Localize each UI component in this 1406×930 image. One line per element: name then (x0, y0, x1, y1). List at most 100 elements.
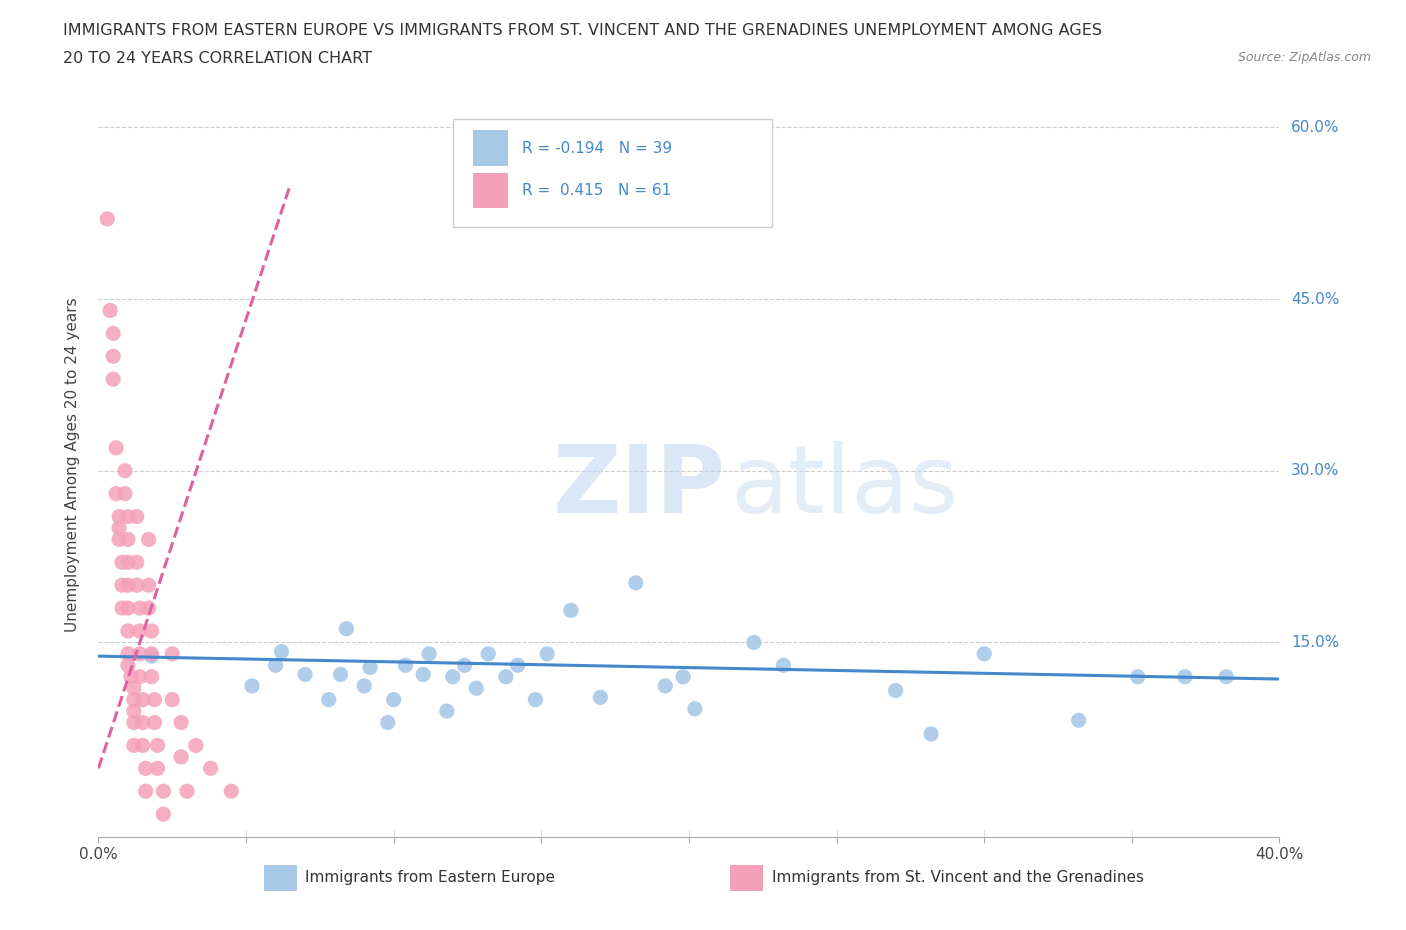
Point (135, 784, 157, 799)
Text: IMMIGRANTS FROM EASTERN EUROPE VS IMMIGRANTS FROM ST. VINCENT AND THE GRENADINES: IMMIGRANTS FROM EASTERN EUROPE VS IMMIGR… (63, 23, 1102, 38)
Point (143, 715, 166, 730)
Point (128, 601, 150, 616)
Point (394, 658, 416, 672)
Point (122, 681, 145, 696)
Point (742, 635, 765, 650)
Point (152, 784, 174, 799)
Text: R =  0.415   N = 61: R = 0.415 N = 61 (523, 183, 672, 198)
Point (128, 646, 150, 661)
Point (117, 623, 139, 638)
Text: Immigrants from St. Vincent and the Grenadines: Immigrants from St. Vincent and the Gren… (772, 870, 1143, 884)
FancyBboxPatch shape (730, 865, 763, 891)
Point (589, 690, 612, 705)
Point (1126, 670, 1149, 684)
Point (294, 667, 316, 682)
Point (141, 649, 163, 664)
Point (1067, 712, 1090, 727)
Point (221, 784, 243, 799)
Point (176, 784, 198, 799)
Point (170, 750, 193, 764)
Point (117, 578, 139, 592)
Point (382, 692, 405, 707)
Text: Immigrants from Eastern Europe: Immigrants from Eastern Europe (305, 870, 555, 884)
Point (506, 658, 529, 672)
Point (495, 670, 517, 684)
Point (170, 715, 193, 730)
FancyBboxPatch shape (472, 173, 508, 208)
Point (111, 578, 134, 592)
Point (117, 532, 139, 547)
Point (920, 726, 942, 741)
Point (418, 646, 440, 661)
Point (138, 601, 160, 616)
Point (477, 646, 499, 661)
Point (162, 692, 183, 707)
Point (200, 761, 222, 776)
Point (973, 646, 995, 661)
Point (359, 660, 381, 675)
Point (125, 555, 148, 570)
Text: R = -0.194   N = 39: R = -0.194 N = 39 (523, 140, 672, 155)
Point (111, 555, 134, 570)
Point (270, 644, 292, 659)
Point (122, 704, 145, 719)
Point (772, 658, 794, 672)
Point (103, 326, 125, 340)
Point (114, 486, 136, 501)
Text: Source: ZipAtlas.com: Source: ZipAtlas.com (1237, 51, 1371, 64)
Point (108, 532, 131, 547)
Point (98, 303, 121, 318)
Point (141, 670, 163, 684)
Point (264, 658, 287, 672)
Point (184, 738, 207, 753)
Point (132, 715, 155, 730)
Point (412, 667, 434, 682)
Point (624, 576, 647, 591)
Point (117, 601, 139, 616)
Point (453, 658, 475, 672)
Point (560, 603, 582, 618)
Point (884, 683, 907, 698)
Point (162, 646, 183, 661)
Point (128, 670, 150, 684)
Point (122, 738, 145, 753)
Point (138, 578, 160, 592)
Point (103, 372, 125, 387)
Point (125, 578, 148, 592)
Point (143, 692, 166, 707)
Point (111, 601, 134, 616)
Point (122, 692, 145, 707)
Point (524, 692, 547, 707)
Point (128, 623, 150, 638)
Point (135, 761, 157, 776)
Point (353, 679, 375, 694)
Point (335, 621, 357, 636)
Text: 15.0%: 15.0% (1291, 635, 1340, 650)
Point (1174, 670, 1197, 684)
Point (441, 670, 464, 684)
Point (240, 679, 263, 694)
Text: 20 TO 24 YEARS CORRELATION CHART: 20 TO 24 YEARS CORRELATION CHART (63, 51, 373, 66)
Point (146, 738, 169, 753)
Point (125, 509, 148, 524)
Point (146, 761, 169, 776)
FancyBboxPatch shape (453, 119, 772, 227)
Point (436, 704, 458, 719)
Point (672, 670, 695, 684)
FancyBboxPatch shape (264, 865, 297, 891)
Point (105, 486, 128, 501)
Point (141, 646, 163, 661)
Point (108, 521, 131, 536)
Text: 30.0%: 30.0% (1291, 463, 1340, 478)
Point (318, 692, 340, 707)
Point (536, 646, 558, 661)
Point (377, 715, 399, 730)
Text: atlas: atlas (730, 442, 959, 533)
Point (152, 806, 174, 821)
Point (103, 349, 125, 364)
Point (465, 681, 488, 696)
Point (117, 646, 139, 661)
Point (117, 555, 139, 570)
Point (1215, 670, 1237, 684)
Text: ZIP: ZIP (553, 442, 725, 533)
